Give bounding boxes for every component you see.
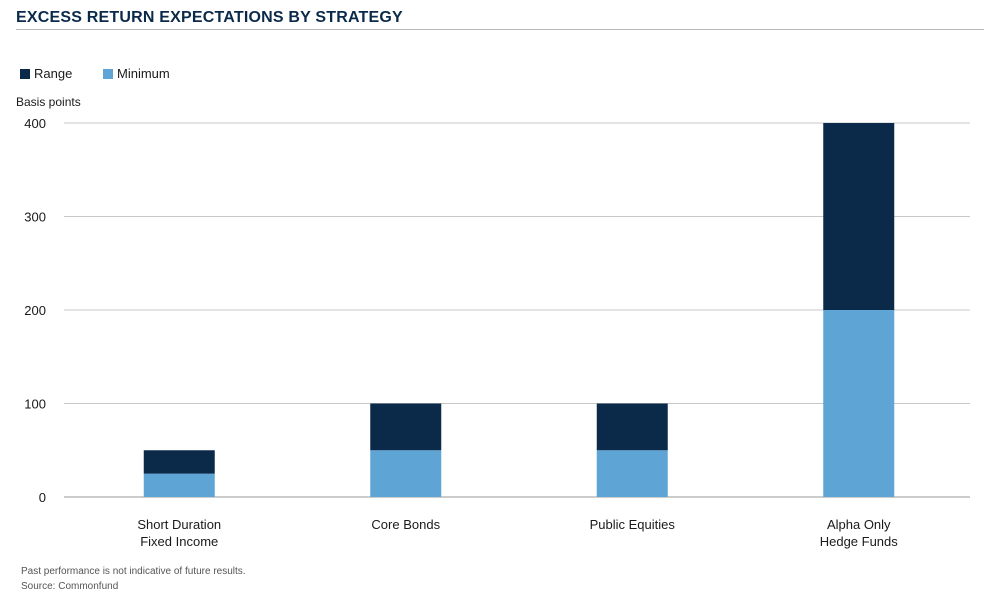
x-category-label: Public Equities	[590, 517, 676, 532]
legend-swatch-minimum	[103, 69, 113, 79]
bar-range-2	[596, 403, 668, 451]
bar-minimum-3	[823, 310, 895, 497]
footnotes: Past performance is not indicative of fu…	[21, 564, 246, 594]
bar-range-0	[143, 450, 215, 474]
legend-swatch-range	[20, 69, 30, 79]
disclaimer-note: Past performance is not indicative of fu…	[21, 566, 246, 577]
chart-title: EXCESS RETURN EXPECTATIONS BY STRATEGY	[16, 9, 403, 26]
bar-range-1	[370, 403, 442, 451]
y-tick-label: 0	[39, 490, 46, 505]
legend-item-range: Range	[20, 66, 72, 81]
y-tick-label: 200	[24, 303, 46, 318]
y-tick-label: 400	[24, 116, 46, 131]
legend-label-range: Range	[34, 66, 73, 81]
source-note: Source: Commonfund	[21, 581, 119, 592]
bar-minimum-2	[596, 450, 668, 497]
y-axis-unit-label: Basis points	[16, 95, 81, 109]
x-category-label: Core Bonds	[371, 517, 440, 532]
y-tick-label: 100	[24, 397, 46, 412]
bar-minimum-1	[370, 450, 442, 497]
x-category-label: Short Duration	[137, 517, 221, 532]
y-tick-label: 300	[24, 210, 46, 225]
x-category-label: Alpha Only	[827, 517, 891, 532]
title-divider	[16, 29, 984, 30]
legend-label-minimum: Minimum	[117, 66, 170, 81]
x-category-label: Fixed Income	[140, 534, 218, 549]
x-category-label: Hedge Funds	[820, 534, 899, 549]
bar-minimum-0	[143, 473, 215, 497]
legend-item-minimum: Minimum	[103, 66, 170, 81]
bar-range-3	[823, 123, 895, 310]
